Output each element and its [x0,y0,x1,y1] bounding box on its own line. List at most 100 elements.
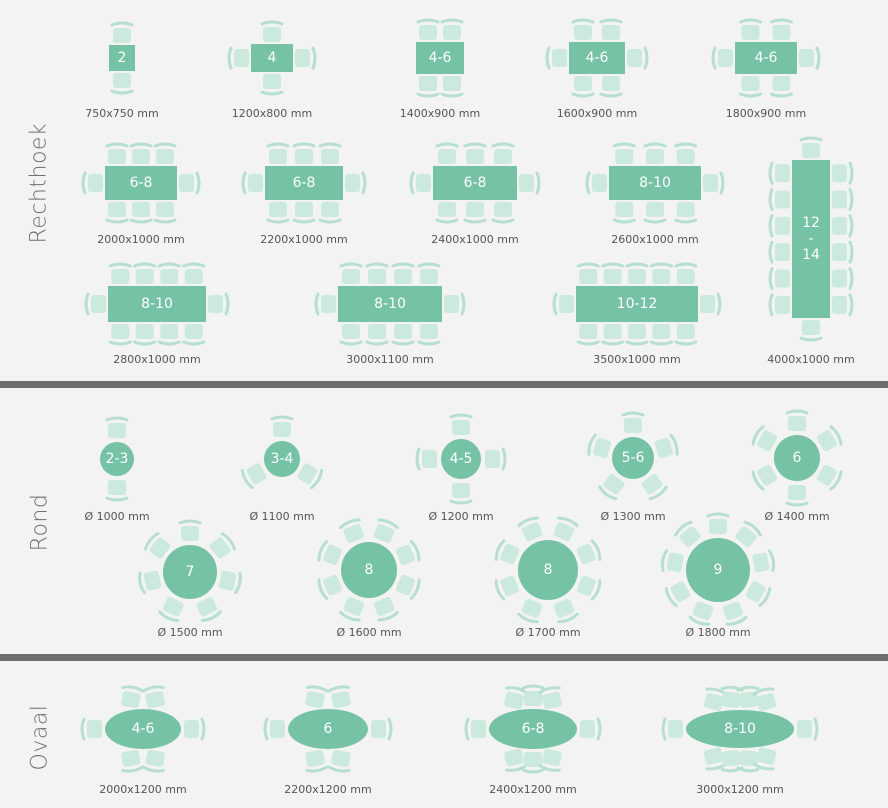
chair [832,240,854,264]
table-capacity-label: 4-6 [586,50,609,66]
chair [601,262,625,284]
chair [722,601,748,626]
chair [576,575,602,601]
table-capacity-label: 8-10 [374,296,406,312]
table-size-label: 2600x1000 mm [611,233,698,246]
chair [133,324,157,346]
chair [768,267,790,290]
chair [664,581,691,608]
chair [417,324,441,346]
table-rect-vertical: 12-14 4000x1000 mm [767,136,855,366]
table-oval: 4-6 2000x1200 mm [80,685,206,796]
chair [674,262,698,284]
table-capacity-label: 8-10 [141,296,173,312]
table-capacity-label: 8-10 [724,721,756,737]
chair [538,686,562,710]
table-size-label: 1800x900 mm [726,107,806,120]
chair [208,292,230,316]
chair [317,540,342,566]
table-size-label: 3000x1200 mm [696,783,783,796]
chair [832,188,854,211]
chair [649,262,673,284]
chair [768,188,790,211]
chair [816,425,843,452]
table-rect: 8-10 3000x1100 mm [314,262,466,366]
table-capacity-label: 6-8 [522,721,545,737]
table-size-label: Ø 1400 mm [764,510,829,523]
chair [770,18,793,40]
chair [621,411,645,433]
chair [266,142,290,164]
table-oval: 6-8 2400x1200 mm [464,684,602,796]
chair [797,717,819,741]
chair [314,292,336,316]
chair [576,324,600,346]
chair [365,324,389,346]
table-capacity-label: 14 [802,247,820,263]
table-capacity-label: 2-3 [106,451,129,467]
chair [785,485,809,507]
chair [832,267,854,290]
table-rect: 4-6 1600x900 mm [545,18,649,120]
chair [504,748,528,772]
chair [184,717,206,741]
chair [832,214,854,238]
chair [345,171,367,195]
chair [108,262,132,284]
chair [660,549,684,573]
chair [799,320,823,342]
table-size-label: Ø 1300 mm [600,510,665,523]
table-size-label: 2000x1200 mm [99,783,186,796]
chair [485,447,507,471]
chair [339,324,363,346]
chair [396,540,421,566]
chair [409,171,431,195]
chair [153,202,177,224]
chair [416,76,440,98]
chair [263,717,285,741]
chair [182,324,206,346]
chair [292,142,316,164]
table-capacity-label: 6-8 [130,175,153,191]
table-rect: 6-8 2000x1000 mm [81,142,201,246]
chair [142,685,165,709]
section-divider-1 [0,381,888,388]
chair [440,76,464,98]
chair [612,142,636,164]
chair [227,46,249,70]
table-capacity-label: 8 [365,562,374,578]
chair [415,447,437,471]
chair [105,202,129,224]
chair [703,171,725,195]
chair [552,292,574,316]
table-size-label: Ø 1000 mm [84,510,149,523]
chair [260,20,284,42]
chair [129,142,153,164]
chair [371,717,393,741]
chair [601,324,625,346]
table-size-label: 4000x1000 mm [767,353,854,366]
chair [110,73,134,95]
chair [133,262,157,284]
table-capacity-label: - [808,231,813,247]
chair [654,433,679,459]
chair [674,520,701,547]
chair [105,480,129,502]
table-round: 9 Ø 1800 mm [660,512,776,639]
chair [752,549,776,573]
table-round: 8 Ø 1700 mm [494,516,602,639]
chair [627,46,649,70]
chair [218,570,242,595]
table-size-label: Ø 1600 mm [336,626,401,639]
chair [105,416,129,438]
table-round: 8 Ø 1600 mm [317,518,421,639]
table-size-label: 2000x1000 mm [97,233,184,246]
table-capacity-label: 3-4 [271,451,294,467]
chair [435,142,459,164]
table-size-label: 1200x800 mm [232,107,312,120]
chair [751,464,778,491]
table-capacity-label: 12 [802,215,820,231]
table-rect: 8-10 2600x1000 mm [585,142,725,246]
chair [768,214,790,238]
